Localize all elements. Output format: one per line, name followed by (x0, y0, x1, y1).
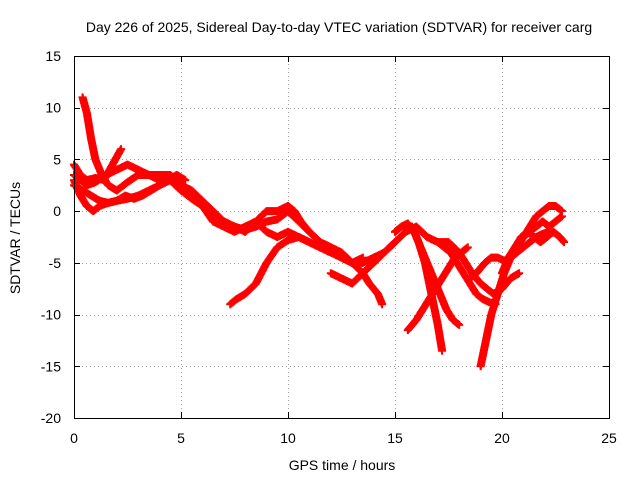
y-tick-label: -5 (49, 255, 62, 271)
data-point (515, 269, 524, 278)
x-tick-label: 10 (280, 430, 296, 446)
x-tick-label: 15 (387, 430, 403, 446)
y-tick-label: 10 (45, 100, 61, 116)
series-arc-11 (408, 222, 447, 355)
plot-frame (74, 56, 610, 419)
data-point (181, 176, 190, 185)
data-point (557, 212, 566, 221)
y-axis-label: SDTVAR / TECUs (7, 182, 23, 294)
y-tick-labels: -20 -15 -10 -5 0 5 10 15 (41, 48, 61, 426)
series-arc-16 (519, 212, 566, 241)
chart-title: Day 226 of 2025, Sidereal Day-to-day VTE… (86, 19, 592, 35)
data-point (463, 243, 472, 252)
y-tick-label: -15 (41, 358, 61, 374)
grid-layer (74, 56, 609, 418)
data-point (455, 320, 464, 329)
x-tick-label: 25 (601, 430, 617, 446)
series-arc-8 (348, 258, 387, 309)
y-tick-label: 0 (53, 203, 61, 219)
x-tick-label: 20 (494, 430, 510, 446)
y-tick-label: -20 (41, 410, 61, 426)
series-arc-6 (226, 233, 335, 309)
series-arc-3 (70, 160, 399, 267)
data-point (117, 145, 126, 154)
data-point (358, 253, 367, 262)
x-tick-label: 0 (70, 430, 78, 446)
x-tick-labels: 0 5 10 15 20 25 (70, 430, 617, 446)
data-point (438, 346, 447, 355)
x-axis-label: GPS time / hours (289, 457, 396, 473)
data-point (378, 300, 387, 309)
data-point (560, 238, 569, 247)
x-tick-label: 5 (177, 430, 185, 446)
y-tick-label: -10 (41, 307, 61, 323)
data-point (326, 248, 335, 257)
data-points-layer (70, 93, 569, 371)
y-tick-label: 5 (53, 151, 61, 167)
y-tick-label: 15 (45, 48, 61, 64)
axis-ticks-layer (74, 56, 610, 419)
series-arc-5 (70, 170, 190, 207)
